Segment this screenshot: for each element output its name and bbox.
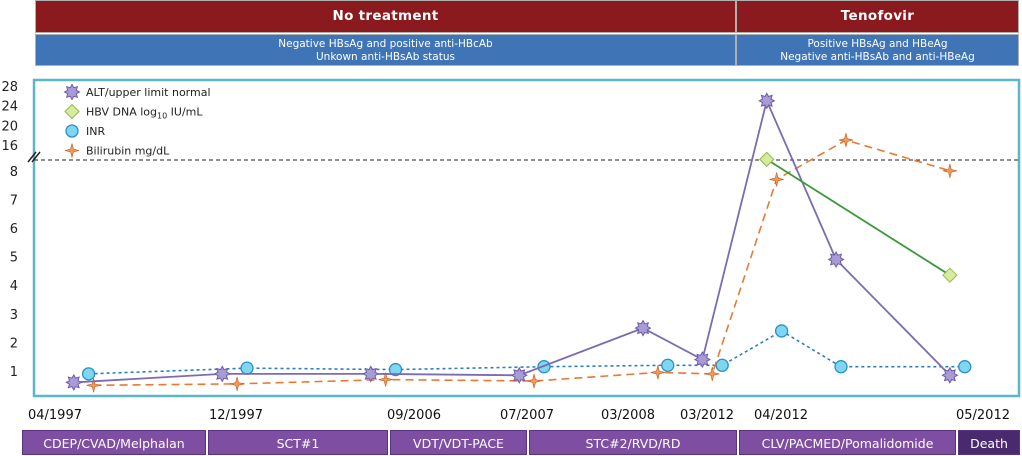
- data-point-inr: [774, 324, 789, 338]
- series-line-inr: [88, 330, 965, 375]
- data-point-inr: [715, 358, 729, 372]
- phase-detail-line: Negative anti-HBsAb and anti-HBeAg: [780, 51, 975, 63]
- phase-header-no-treatment: No treatment: [35, 0, 736, 33]
- x-date-label: 04/1997: [28, 408, 82, 423]
- treatment-band: Death: [958, 430, 1020, 455]
- data-point-alt-upper-limit-normal: [510, 366, 528, 384]
- treatment-band: CDEP/CVAD/Melphalan: [22, 430, 206, 455]
- data-point-bilirubin-mg-dl: [378, 372, 393, 387]
- data-point-alt-upper-limit-normal: [693, 351, 711, 369]
- series-line-hbv-dna-log10-iu-ml: [766, 158, 951, 276]
- legend-marker: [65, 124, 79, 138]
- legend-label: HBV DNA log10 IU/mL: [86, 106, 203, 121]
- legend-marker: [63, 83, 81, 101]
- y-tick-label: 16: [1, 139, 18, 154]
- legend-label: Bilirubin mg/dL: [86, 145, 170, 158]
- data-point-alt-upper-limit-normal: [758, 92, 776, 110]
- legend-label: ALT/upper limit normal: [86, 86, 211, 99]
- y-tick-label: 28: [1, 80, 18, 95]
- y-tick-label: 3: [10, 308, 18, 323]
- data-point-alt-upper-limit-normal: [634, 319, 652, 337]
- phase-detail-no-treatment: Negative HBsAg and positive anti-HBcAb U…: [35, 34, 736, 66]
- y-tick-label: 5: [10, 251, 18, 266]
- x-date-label: 05/2012: [956, 408, 1010, 423]
- data-point-inr: [834, 360, 848, 374]
- data-point-bilirubin-mg-dl: [527, 373, 542, 389]
- data-point-inr: [240, 361, 254, 375]
- axis-break-mark: [27, 151, 37, 163]
- y-tick-label: 7: [10, 193, 18, 208]
- phase-detail-tenofovir: Positive HBsAg and HBeAg Negative anti-H…: [736, 34, 1019, 66]
- data-point-bilirubin-mg-dl: [838, 133, 854, 148]
- treatment-band: CLV/PACMED/Pomalidomide: [739, 430, 956, 455]
- legend-label: INR: [86, 125, 105, 138]
- x-date-label: 07/2007: [500, 408, 554, 423]
- legend-marker: [64, 103, 80, 120]
- lab-values-chart: 1 2 3 4 5 6 7 8 16 20 24 28 ALT/upper limit normal HB…: [1, 78, 1021, 423]
- data-point-bilirubin-mg-dl: [650, 365, 665, 380]
- y-tick-label: 6: [10, 222, 18, 237]
- plot-frame: [32, 78, 1021, 398]
- data-point-inr: [661, 358, 675, 372]
- data-point-alt-upper-limit-normal: [213, 365, 231, 383]
- series-line-bilirubin-mg-dl: [93, 139, 951, 387]
- data-point-bilirubin-mg-dl: [769, 172, 784, 187]
- treatment-band: SCT#1: [208, 430, 388, 455]
- treatment-band: VDT/VDT-PACE: [390, 430, 527, 455]
- y-tick-label: 8: [10, 165, 18, 180]
- data-point-bilirubin-mg-dl: [86, 378, 101, 393]
- data-point-alt-upper-limit-normal: [65, 373, 83, 391]
- data-point-hbv-dna-log10-iu-ml: [942, 267, 958, 283]
- x-date-label: 12/1997: [209, 408, 263, 423]
- y-tick-label: 24: [1, 100, 18, 115]
- data-point-bilirubin-mg-dl: [705, 366, 720, 381]
- phase-header-tenofovir: Tenofovir: [736, 0, 1019, 33]
- data-point-inr: [958, 360, 972, 374]
- treatment-band: STC#2/RVD/RD: [529, 430, 737, 455]
- data-point-hbv-dna-log10-iu-ml: [759, 151, 775, 168]
- y-tick-label: 1: [10, 365, 18, 380]
- legend-marker: [64, 143, 80, 158]
- x-date-label: 03/2008: [601, 408, 655, 423]
- axis-break-mark: [31, 151, 41, 163]
- data-point-alt-upper-limit-normal: [827, 250, 845, 269]
- data-point-inr: [388, 362, 403, 377]
- series-line-alt-upper-limit-normal: [73, 97, 951, 384]
- phase-detail-line: Negative HBsAg and positive anti-HBcAb: [278, 38, 493, 50]
- y-tick-label: 20: [1, 119, 18, 134]
- data-point-bilirubin-mg-dl: [942, 163, 957, 178]
- data-point-bilirubin-mg-dl: [230, 376, 245, 391]
- data-point-alt-upper-limit-normal: [941, 366, 959, 384]
- y-tick-label: 4: [10, 279, 18, 294]
- phase-detail-line: Positive HBsAg and HBeAg: [807, 38, 948, 50]
- x-date-label: 03/2012: [680, 408, 734, 423]
- data-point-inr: [81, 367, 96, 381]
- y-tick-label: 2: [10, 336, 18, 351]
- x-date-label: 09/2006: [387, 408, 441, 423]
- phase-detail-line: Unkown anti-HBsAb status: [316, 51, 455, 63]
- data-point-alt-upper-limit-normal: [362, 365, 380, 383]
- x-date-label: 04/2012: [754, 408, 808, 423]
